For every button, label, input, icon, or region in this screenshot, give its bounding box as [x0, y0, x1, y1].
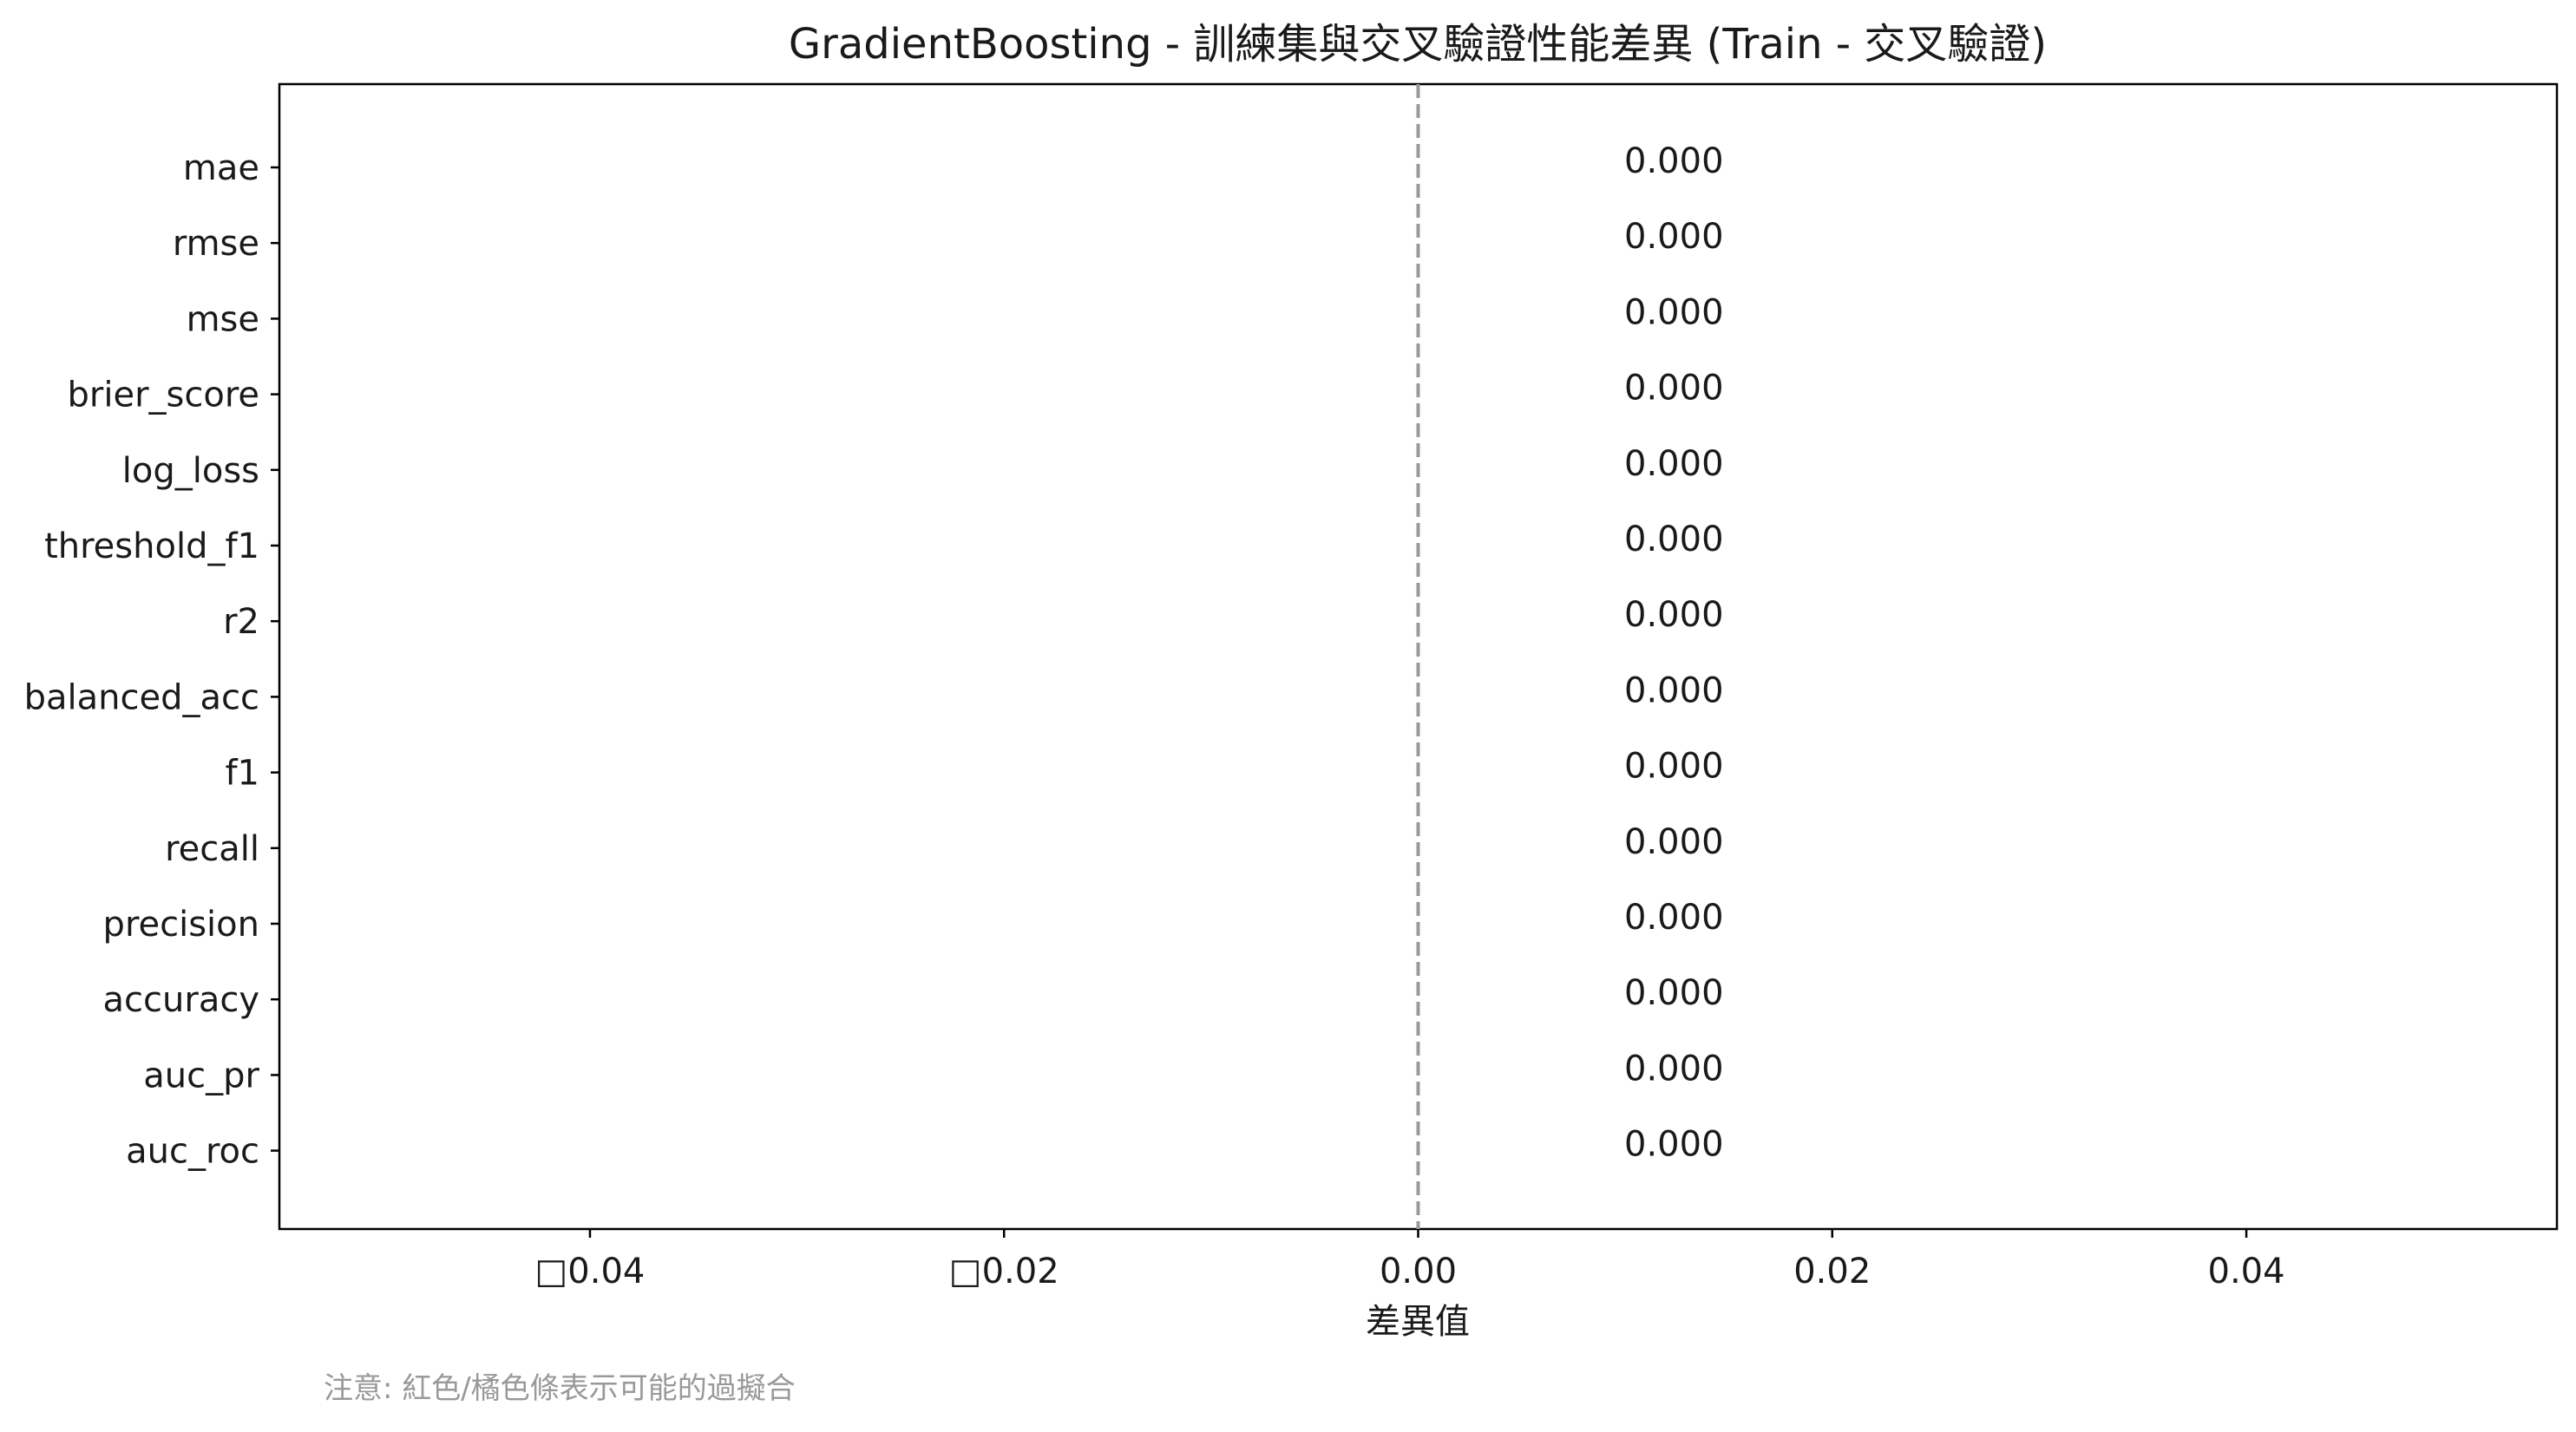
- y-tick-label-mse: mse: [187, 299, 259, 339]
- y-tick-label-accuracy: accuracy: [103, 980, 259, 1020]
- y-tick-label-threshold_f1: threshold_f1: [44, 526, 259, 566]
- y-tick-label-auc_pr: auc_pr: [143, 1056, 259, 1095]
- x-axis: □0.04 □0.02 0.00 0.02 0.04: [535, 1229, 2285, 1291]
- chart-title: GradientBoosting - 訓練集與交叉驗證性能差異 (Train -…: [789, 20, 2047, 69]
- value-label-r2: 0.000: [1624, 595, 1724, 635]
- x-tick-label: 0.04: [2208, 1252, 2285, 1291]
- x-tick-label: □0.04: [535, 1252, 646, 1291]
- x-axis-label: 差異值: [1366, 1302, 1470, 1342]
- value-label-accuracy: 0.000: [1624, 973, 1724, 1013]
- value-label-rmse: 0.000: [1624, 217, 1724, 257]
- y-tick-label-recall: recall: [165, 829, 259, 869]
- x-tick-label: 0.02: [1793, 1252, 1871, 1291]
- value-label-balanced_acc: 0.000: [1624, 670, 1724, 710]
- value-label-brier_score: 0.000: [1624, 369, 1724, 409]
- value-label-auc_pr: 0.000: [1624, 1049, 1724, 1089]
- y-tick-label-rmse: rmse: [173, 224, 259, 264]
- value-label-recall: 0.000: [1624, 822, 1724, 862]
- x-tick-label: □0.02: [949, 1252, 1059, 1291]
- y-axis: mae rmse mse brier_score log_loss threshold_f…: [24, 148, 279, 1172]
- value-label-mse: 0.000: [1624, 292, 1724, 332]
- y-tick-label-log_loss: log_loss: [122, 451, 259, 491]
- value-label-mae: 0.000: [1624, 141, 1724, 181]
- value-label-f1: 0.000: [1624, 747, 1724, 787]
- y-tick-label-r2: r2: [223, 602, 259, 642]
- y-tick-label-precision: precision: [103, 905, 259, 945]
- footnote: 注意: 紅色/橘色條表示可能的過擬合: [324, 1371, 796, 1406]
- value-label-threshold_f1: 0.000: [1624, 520, 1724, 559]
- y-tick-label-f1: f1: [225, 754, 259, 794]
- y-tick-label-auc_roc: auc_roc: [126, 1132, 259, 1172]
- y-tick-label-balanced_acc: balanced_acc: [24, 677, 259, 717]
- value-label-precision: 0.000: [1624, 898, 1724, 938]
- value-labels: 0.000 0.000 0.000 0.000 0.000 0.000 0.000 0.000…: [1624, 141, 1724, 1165]
- value-label-log_loss: 0.000: [1624, 444, 1724, 484]
- value-label-auc_roc: 0.000: [1624, 1125, 1724, 1165]
- y-tick-label-brier_score: brier_score: [68, 376, 259, 415]
- y-tick-label-mae: mae: [183, 148, 259, 188]
- x-tick-label: 0.00: [1380, 1252, 1457, 1291]
